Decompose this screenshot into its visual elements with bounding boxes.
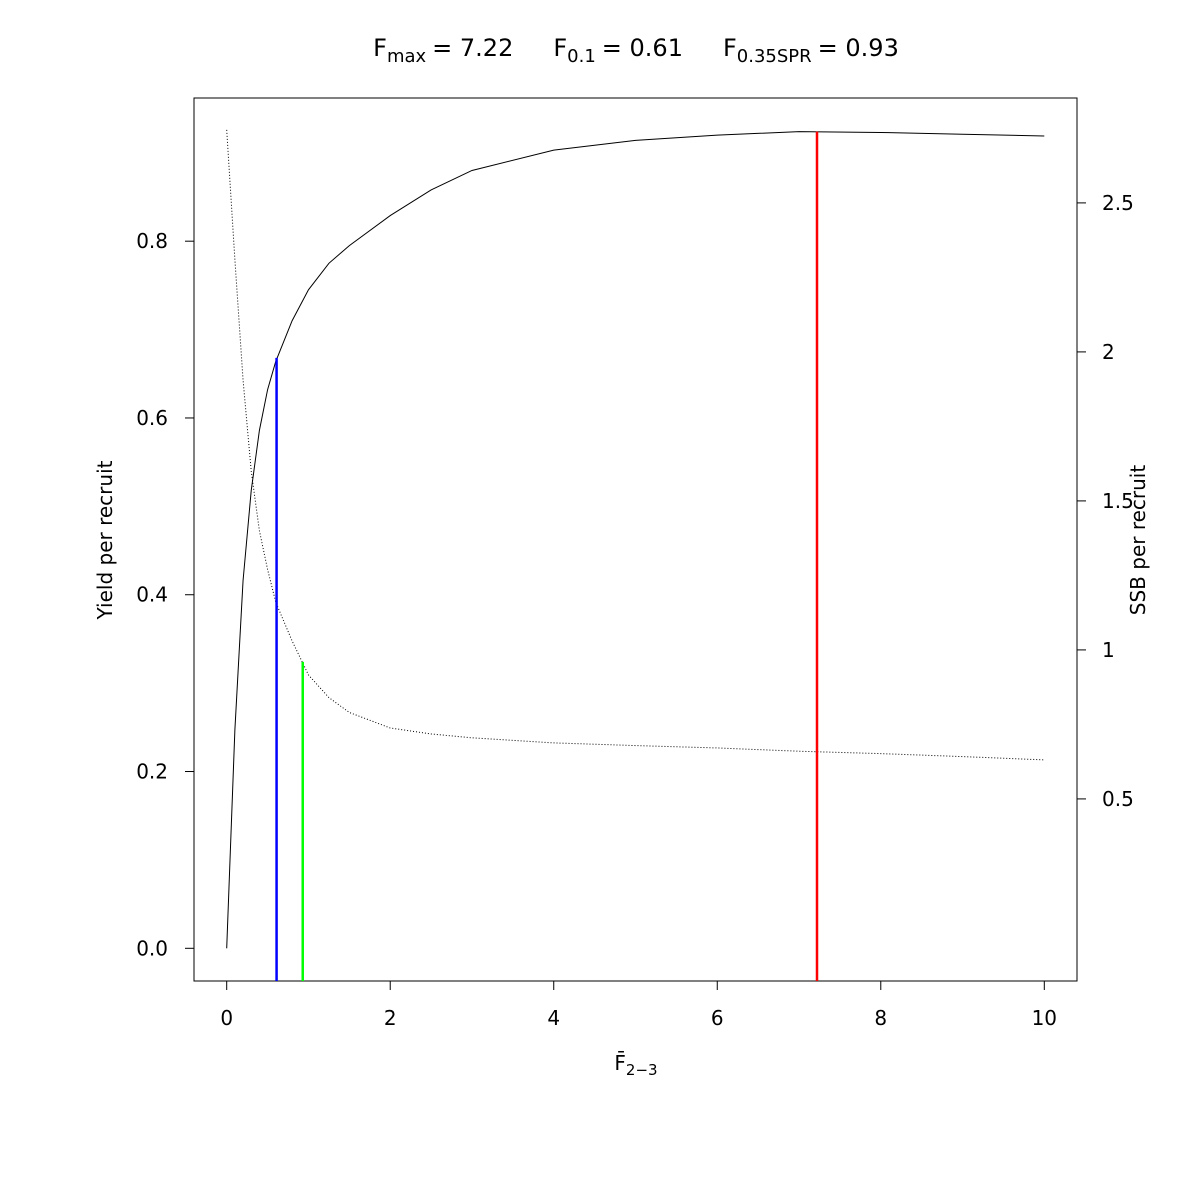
y-tick-label: 0.0 xyxy=(136,936,168,960)
title-value: = 7.22 xyxy=(432,34,513,62)
x-axis-label: F̄2−3 xyxy=(614,1050,657,1079)
y2-tick-label: 0.5 xyxy=(1102,787,1134,811)
title-subscript: max xyxy=(387,46,427,67)
title-subscript: 0.1 xyxy=(567,46,596,67)
y-axis-label: Yield per recruit xyxy=(93,460,117,620)
x-axis-label-main: F̄ xyxy=(614,1050,626,1075)
x-axis-label-sub: 2−3 xyxy=(626,1061,658,1079)
x-tick-label: 6 xyxy=(711,1006,724,1030)
x-tick-label: 2 xyxy=(384,1006,397,1030)
y-tick-label: 0.6 xyxy=(136,406,168,430)
y2-axis-label: SSB per recruit xyxy=(1126,465,1150,616)
y-tick-label: 0.4 xyxy=(136,583,168,607)
plot-frame xyxy=(193,97,1078,982)
series-line xyxy=(226,129,1045,761)
x-tick-label: 0 xyxy=(220,1006,233,1030)
chart-title: Fmax = 7.22 F0.1 = 0.61 F0.35SPR = 0.93 xyxy=(373,34,899,67)
y2-tick-label: 2.5 xyxy=(1102,191,1134,215)
title-subscript: 0.35SPR xyxy=(737,46,812,67)
y2-tick-label: 2 xyxy=(1102,340,1115,364)
y-tick-label: 0.8 xyxy=(136,229,168,253)
title-symbol: F xyxy=(723,34,737,62)
x-tick-label: 8 xyxy=(874,1006,887,1030)
title-symbol: F xyxy=(553,34,567,62)
title-symbol: F xyxy=(373,34,387,62)
title-value: = 0.93 xyxy=(818,34,899,62)
x-tick-label: 4 xyxy=(547,1006,560,1030)
y2-tick-label: 1 xyxy=(1102,638,1115,662)
y-tick-label: 0.2 xyxy=(136,760,168,784)
title-value: = 0.61 xyxy=(602,34,683,62)
series-line xyxy=(226,131,1045,949)
y2-tick-label: 1.5 xyxy=(1102,489,1134,513)
x-tick-label: 10 xyxy=(1032,1006,1057,1030)
